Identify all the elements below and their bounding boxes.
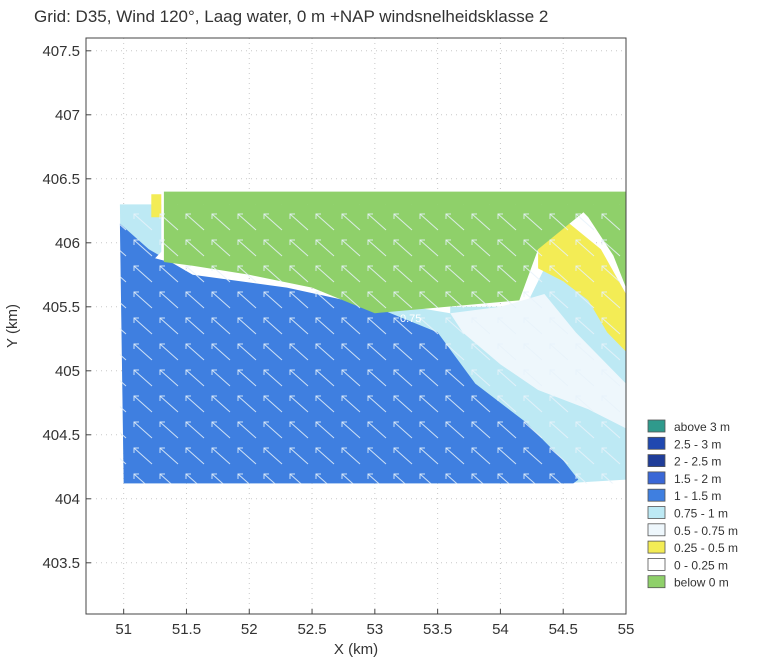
y-tick-label: 404 <box>55 491 80 508</box>
legend-swatch <box>647 454 666 468</box>
x-axis-ticks: 51 51.5 52 52.5 53 53.5 54 54.5 55 <box>115 609 634 638</box>
x-tick-label: 52 <box>241 621 258 638</box>
y-tick-label: 407.5 <box>42 43 80 60</box>
x-tick-label: 53.5 <box>423 621 452 638</box>
x-tick-label: 54.5 <box>549 621 578 638</box>
y-axis-label: Y (km) <box>4 304 21 348</box>
contour-label: 0.75 <box>400 313 421 325</box>
legend-swatch <box>647 575 666 589</box>
x-tick-label: 51.5 <box>172 621 201 638</box>
y-tick-label: 405 <box>55 363 80 380</box>
x-tick-label: 55 <box>618 621 635 638</box>
legend-swatch <box>647 540 666 554</box>
legend-swatch <box>647 419 666 433</box>
legend-label: below 0 m <box>674 576 729 590</box>
y-tick-label: 406.5 <box>42 171 80 188</box>
legend-label: 0.5 - 0.75 m <box>674 524 738 538</box>
legend-label: 0.75 - 1 m <box>674 507 728 521</box>
y-tick-label: 407 <box>55 107 80 124</box>
legend-label: 0 - 0.25 m <box>674 558 728 572</box>
legend-label: above 3 m <box>674 420 730 434</box>
y-tick-label: 404.5 <box>42 427 80 444</box>
x-tick-label: 52.5 <box>297 621 326 638</box>
chart-title: Grid: D35, Wind 120°, Laag water, 0 m +N… <box>34 7 548 26</box>
legend-swatch <box>647 471 666 485</box>
legend: above 3 m 2.5 - 3 m 2 - 2.5 m 1.5 - 2 m 1 - … <box>647 419 738 590</box>
x-tick-label: 53 <box>366 621 383 638</box>
y-tick-label: 406 <box>55 235 80 252</box>
legend-swatch <box>647 436 666 450</box>
legend-label: 2.5 - 3 m <box>674 437 721 451</box>
wave-direction-arrows <box>119 204 626 484</box>
y-tick-label: 405.5 <box>42 299 80 316</box>
legend-label: 2 - 2.5 m <box>674 455 721 469</box>
legend-swatch <box>647 506 666 519</box>
y-axis-ticks: 403.5 404 404.5 405 405.5 406 406.5 407 407.5 <box>42 43 91 572</box>
y-tick-label: 403.5 <box>42 555 80 572</box>
legend-label: 1.5 - 2 m <box>674 472 721 486</box>
legend-swatch <box>647 523 666 537</box>
legend-swatch <box>647 488 666 502</box>
legend-label: 0.25 - 0.5 m <box>674 541 738 555</box>
legend-swatch <box>647 558 666 571</box>
legend-label: 1 - 1.5 m <box>674 489 721 503</box>
plot-frame <box>85 37 627 615</box>
x-axis-label: X (km) <box>334 641 378 658</box>
x-tick-label: 51 <box>115 621 132 638</box>
x-tick-label: 54 <box>492 621 509 638</box>
